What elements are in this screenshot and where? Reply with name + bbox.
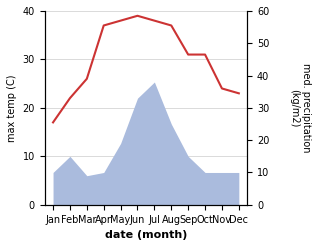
Y-axis label: max temp (C): max temp (C) <box>7 74 17 142</box>
X-axis label: date (month): date (month) <box>105 230 187 240</box>
Y-axis label: med. precipitation
(kg/m2): med. precipitation (kg/m2) <box>289 63 311 153</box>
